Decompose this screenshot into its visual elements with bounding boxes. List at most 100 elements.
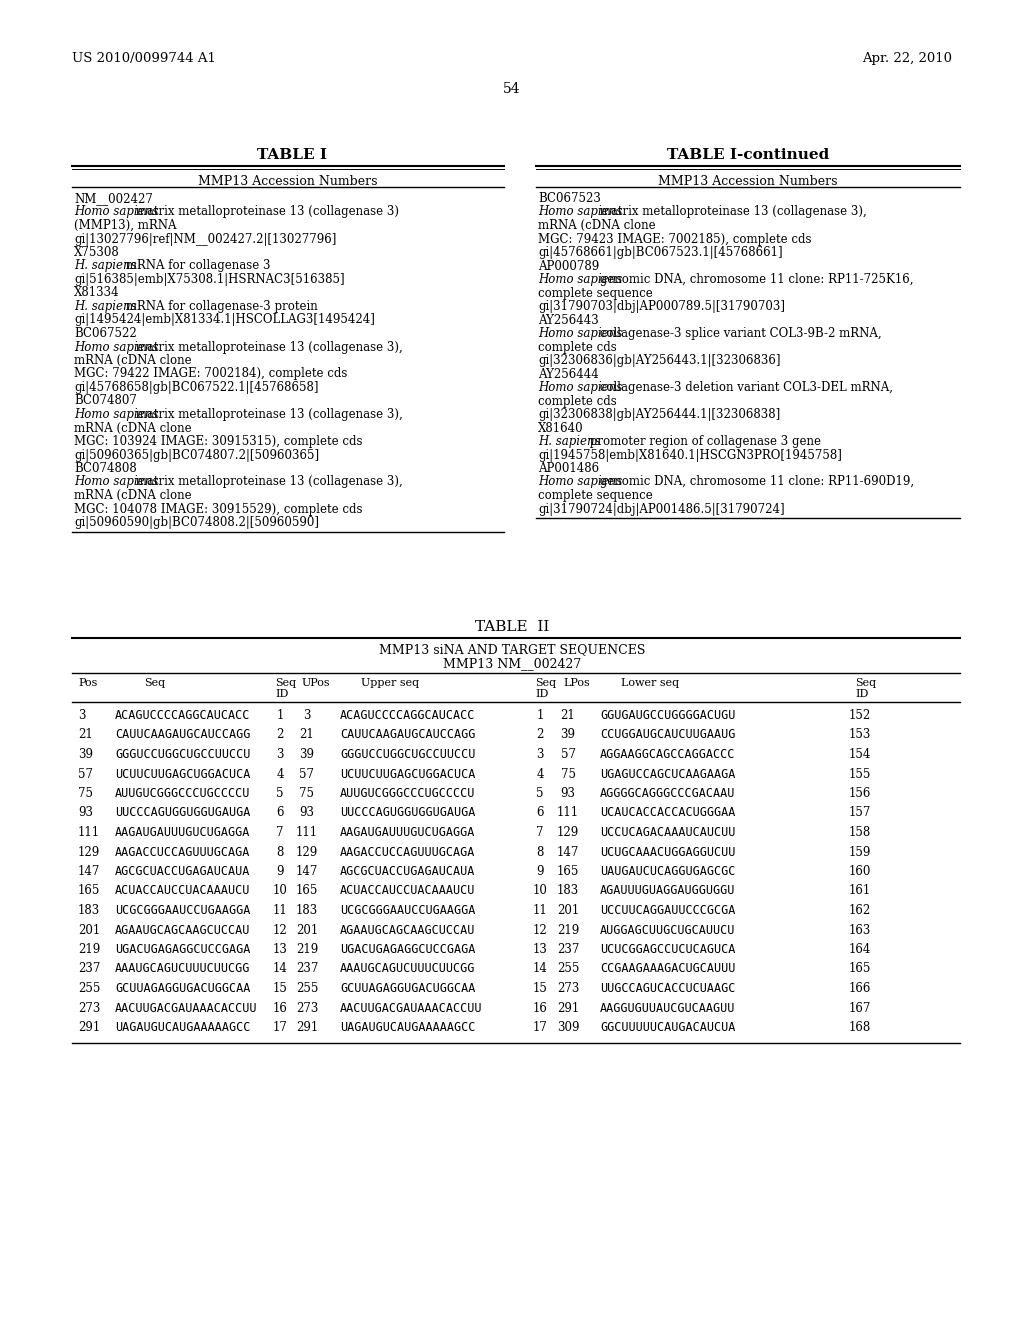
Text: gi|31790703|dbj|AP000789.5|[31790703]: gi|31790703|dbj|AP000789.5|[31790703]	[538, 300, 785, 313]
Text: AUGGAGCUUGCUGCAUUCU: AUGGAGCUUGCUGCAUUCU	[600, 924, 735, 936]
Text: UUCCCAGUGGUGGUGAUGA: UUCCCAGUGGUGGUGAUGA	[115, 807, 251, 820]
Text: UGAGUCCAGCUCAAGAAGA: UGAGUCCAGCUCAAGAAGA	[600, 767, 735, 780]
Text: UPos: UPos	[302, 678, 331, 688]
Text: 153: 153	[849, 729, 871, 742]
Text: AAAUGCAGUCUUUCUUCGG: AAAUGCAGUCUUUCUUCGG	[340, 962, 475, 975]
Text: 9: 9	[276, 865, 284, 878]
Text: 160: 160	[849, 865, 871, 878]
Text: promoter region of collagenase 3 gene: promoter region of collagenase 3 gene	[586, 436, 821, 447]
Text: GCUUAGAGGUGACUGGCAA: GCUUAGAGGUGACUGGCAA	[340, 982, 475, 995]
Text: ACUACCAUCCUACAAAUCU: ACUACCAUCCUACAAAUCU	[115, 884, 251, 898]
Text: genomic DNA, chromosome 11 clone: RP11-725K16,: genomic DNA, chromosome 11 clone: RP11-7…	[596, 273, 913, 286]
Text: 147: 147	[78, 865, 100, 878]
Text: gi|13027796|ref|NM__002427.2|[13027796]: gi|13027796|ref|NM__002427.2|[13027796]	[74, 232, 336, 246]
Text: Seq: Seq	[275, 678, 296, 688]
Text: Homo sapiens: Homo sapiens	[74, 408, 159, 421]
Text: LPos: LPos	[563, 678, 590, 688]
Text: UCAUCACCACCACUGGGAA: UCAUCACCACCACUGGGAA	[600, 807, 735, 820]
Text: MGC: 79422 IMAGE: 7002184), complete cds: MGC: 79422 IMAGE: 7002184), complete cds	[74, 367, 347, 380]
Text: gi|32306838|gb|AY256444.1|[32306838]: gi|32306838|gb|AY256444.1|[32306838]	[538, 408, 780, 421]
Text: 4: 4	[276, 767, 284, 780]
Text: 129: 129	[296, 846, 318, 858]
Text: 201: 201	[557, 904, 580, 917]
Text: AGCGCUACCUGAGAUCAUA: AGCGCUACCUGAGAUCAUA	[115, 865, 251, 878]
Text: 54: 54	[503, 82, 521, 96]
Text: 21: 21	[560, 709, 575, 722]
Text: ACUACCAUCCUACAAAUCU: ACUACCAUCCUACAAAUCU	[340, 884, 475, 898]
Text: UGACUGAGAGGCUCCGAGA: UGACUGAGAGGCUCCGAGA	[115, 942, 251, 956]
Text: AAGAUGAUUUGUCUGAGGA: AAGAUGAUUUGUCUGAGGA	[115, 826, 251, 840]
Text: 219: 219	[78, 942, 100, 956]
Text: AUUGUCGGGCCCUGCCCCU: AUUGUCGGGCCCUGCCCCU	[115, 787, 251, 800]
Text: UCGCGGGAAUCCUGAAGGA: UCGCGGGAAUCCUGAAGGA	[340, 904, 475, 917]
Text: AY256444: AY256444	[538, 367, 599, 380]
Text: matrix metalloproteinase 13 (collagenase 3),: matrix metalloproteinase 13 (collagenase…	[132, 475, 402, 488]
Text: 167: 167	[849, 1002, 871, 1015]
Text: 11: 11	[532, 904, 548, 917]
Text: complete sequence: complete sequence	[538, 286, 652, 300]
Text: 39: 39	[299, 748, 314, 762]
Text: matrix metalloproteinase 13 (collagenase 3),: matrix metalloproteinase 13 (collagenase…	[132, 341, 402, 354]
Text: CAUUCAAGAUGCAUCCAGG: CAUUCAAGAUGCAUCCAGG	[115, 729, 251, 742]
Text: CCUGGAUGCAUCUUGAAUG: CCUGGAUGCAUCUUGAAUG	[600, 729, 735, 742]
Text: 15: 15	[532, 982, 548, 995]
Text: Homo sapiens: Homo sapiens	[74, 475, 159, 488]
Text: 273: 273	[78, 1002, 100, 1015]
Text: 93: 93	[560, 787, 575, 800]
Text: mRNA (cDNA clone: mRNA (cDNA clone	[74, 421, 191, 434]
Text: 16: 16	[272, 1002, 288, 1015]
Text: Pos: Pos	[78, 678, 97, 688]
Text: UCUGCAAACUGGAGGUCUU: UCUGCAAACUGGAGGUCUU	[600, 846, 735, 858]
Text: GCUUAGAGGUGACUGGCAA: GCUUAGAGGUGACUGGCAA	[115, 982, 251, 995]
Text: 9: 9	[537, 865, 544, 878]
Text: 3: 3	[78, 709, 85, 722]
Text: AGGAAGGCAGCCAGGACCC: AGGAAGGCAGCCAGGACCC	[600, 748, 735, 762]
Text: 4: 4	[537, 767, 544, 780]
Text: UUCCCAGUGGUGGUGAUGA: UUCCCAGUGGUGGUGAUGA	[340, 807, 475, 820]
Text: 8: 8	[276, 846, 284, 858]
Text: AAGAUGAUUUGUCUGAGGA: AAGAUGAUUUGUCUGAGGA	[340, 826, 475, 840]
Text: 8: 8	[537, 846, 544, 858]
Text: GGGUCCUGGCUGCCUUCCU: GGGUCCUGGCUGCCUUCCU	[115, 748, 251, 762]
Text: 147: 147	[296, 865, 318, 878]
Text: UAGAUGUCAUGAAAAAGCC: UAGAUGUCAUGAAAAAGCC	[340, 1020, 475, 1034]
Text: AGAAUGCAGCAAGCUCCAU: AGAAUGCAGCAAGCUCCAU	[115, 924, 251, 936]
Text: 5: 5	[537, 787, 544, 800]
Text: 165: 165	[296, 884, 318, 898]
Text: mRNA (cDNA clone: mRNA (cDNA clone	[538, 219, 655, 232]
Text: Homo sapiens: Homo sapiens	[74, 206, 159, 219]
Text: 57: 57	[299, 767, 314, 780]
Text: TABLE I: TABLE I	[257, 148, 327, 162]
Text: 5: 5	[276, 787, 284, 800]
Text: matrix metalloproteinase 13 (collagenase 3),: matrix metalloproteinase 13 (collagenase…	[596, 206, 866, 219]
Text: MMP13 siNA AND TARGET SEQUENCES: MMP13 siNA AND TARGET SEQUENCES	[379, 643, 645, 656]
Text: MMP13 Accession Numbers: MMP13 Accession Numbers	[658, 176, 838, 187]
Text: ID: ID	[535, 689, 549, 700]
Text: 6: 6	[276, 807, 284, 820]
Text: AUUGUCGGGCCCUGCCCCU: AUUGUCGGGCCCUGCCCCU	[340, 787, 475, 800]
Text: mRNA for collagenase 3: mRNA for collagenase 3	[122, 260, 270, 272]
Text: Homo sapiens: Homo sapiens	[538, 206, 623, 219]
Text: 237: 237	[78, 962, 100, 975]
Text: matrix metalloproteinase 13 (collagenase 3): matrix metalloproteinase 13 (collagenase…	[132, 206, 398, 219]
Text: 2: 2	[537, 729, 544, 742]
Text: CAUUCAAGAUGCAUCCAGG: CAUUCAAGAUGCAUCCAGG	[340, 729, 475, 742]
Text: gi|1945758|emb|X81640.1|HSCGN3PRO[1945758]: gi|1945758|emb|X81640.1|HSCGN3PRO[194575…	[538, 449, 842, 462]
Text: GGCUUUUUCAUGACAUCUA: GGCUUUUUCAUGACAUCUA	[600, 1020, 735, 1034]
Text: complete sequence: complete sequence	[538, 488, 652, 502]
Text: (MMP13), mRNA: (MMP13), mRNA	[74, 219, 176, 232]
Text: 168: 168	[849, 1020, 871, 1034]
Text: X81334: X81334	[74, 286, 120, 300]
Text: collagenase-3 splice variant COL3-9B-2 mRNA,: collagenase-3 splice variant COL3-9B-2 m…	[596, 327, 882, 341]
Text: 6: 6	[537, 807, 544, 820]
Text: ID: ID	[275, 689, 289, 700]
Text: Seq: Seq	[144, 678, 166, 688]
Text: mRNA for collagenase-3 protein: mRNA for collagenase-3 protein	[122, 300, 317, 313]
Text: UCCUCAGACAAAUCAUCUU: UCCUCAGACAAAUCAUCUU	[600, 826, 735, 840]
Text: 154: 154	[849, 748, 871, 762]
Text: 291: 291	[296, 1020, 318, 1034]
Text: 183: 183	[78, 904, 100, 917]
Text: gi|45768661|gb|BC067523.1|[45768661]: gi|45768661|gb|BC067523.1|[45768661]	[538, 246, 782, 259]
Text: matrix metalloproteinase 13 (collagenase 3),: matrix metalloproteinase 13 (collagenase…	[132, 408, 402, 421]
Text: gi|32306836|gb|AY256443.1|[32306836]: gi|32306836|gb|AY256443.1|[32306836]	[538, 354, 780, 367]
